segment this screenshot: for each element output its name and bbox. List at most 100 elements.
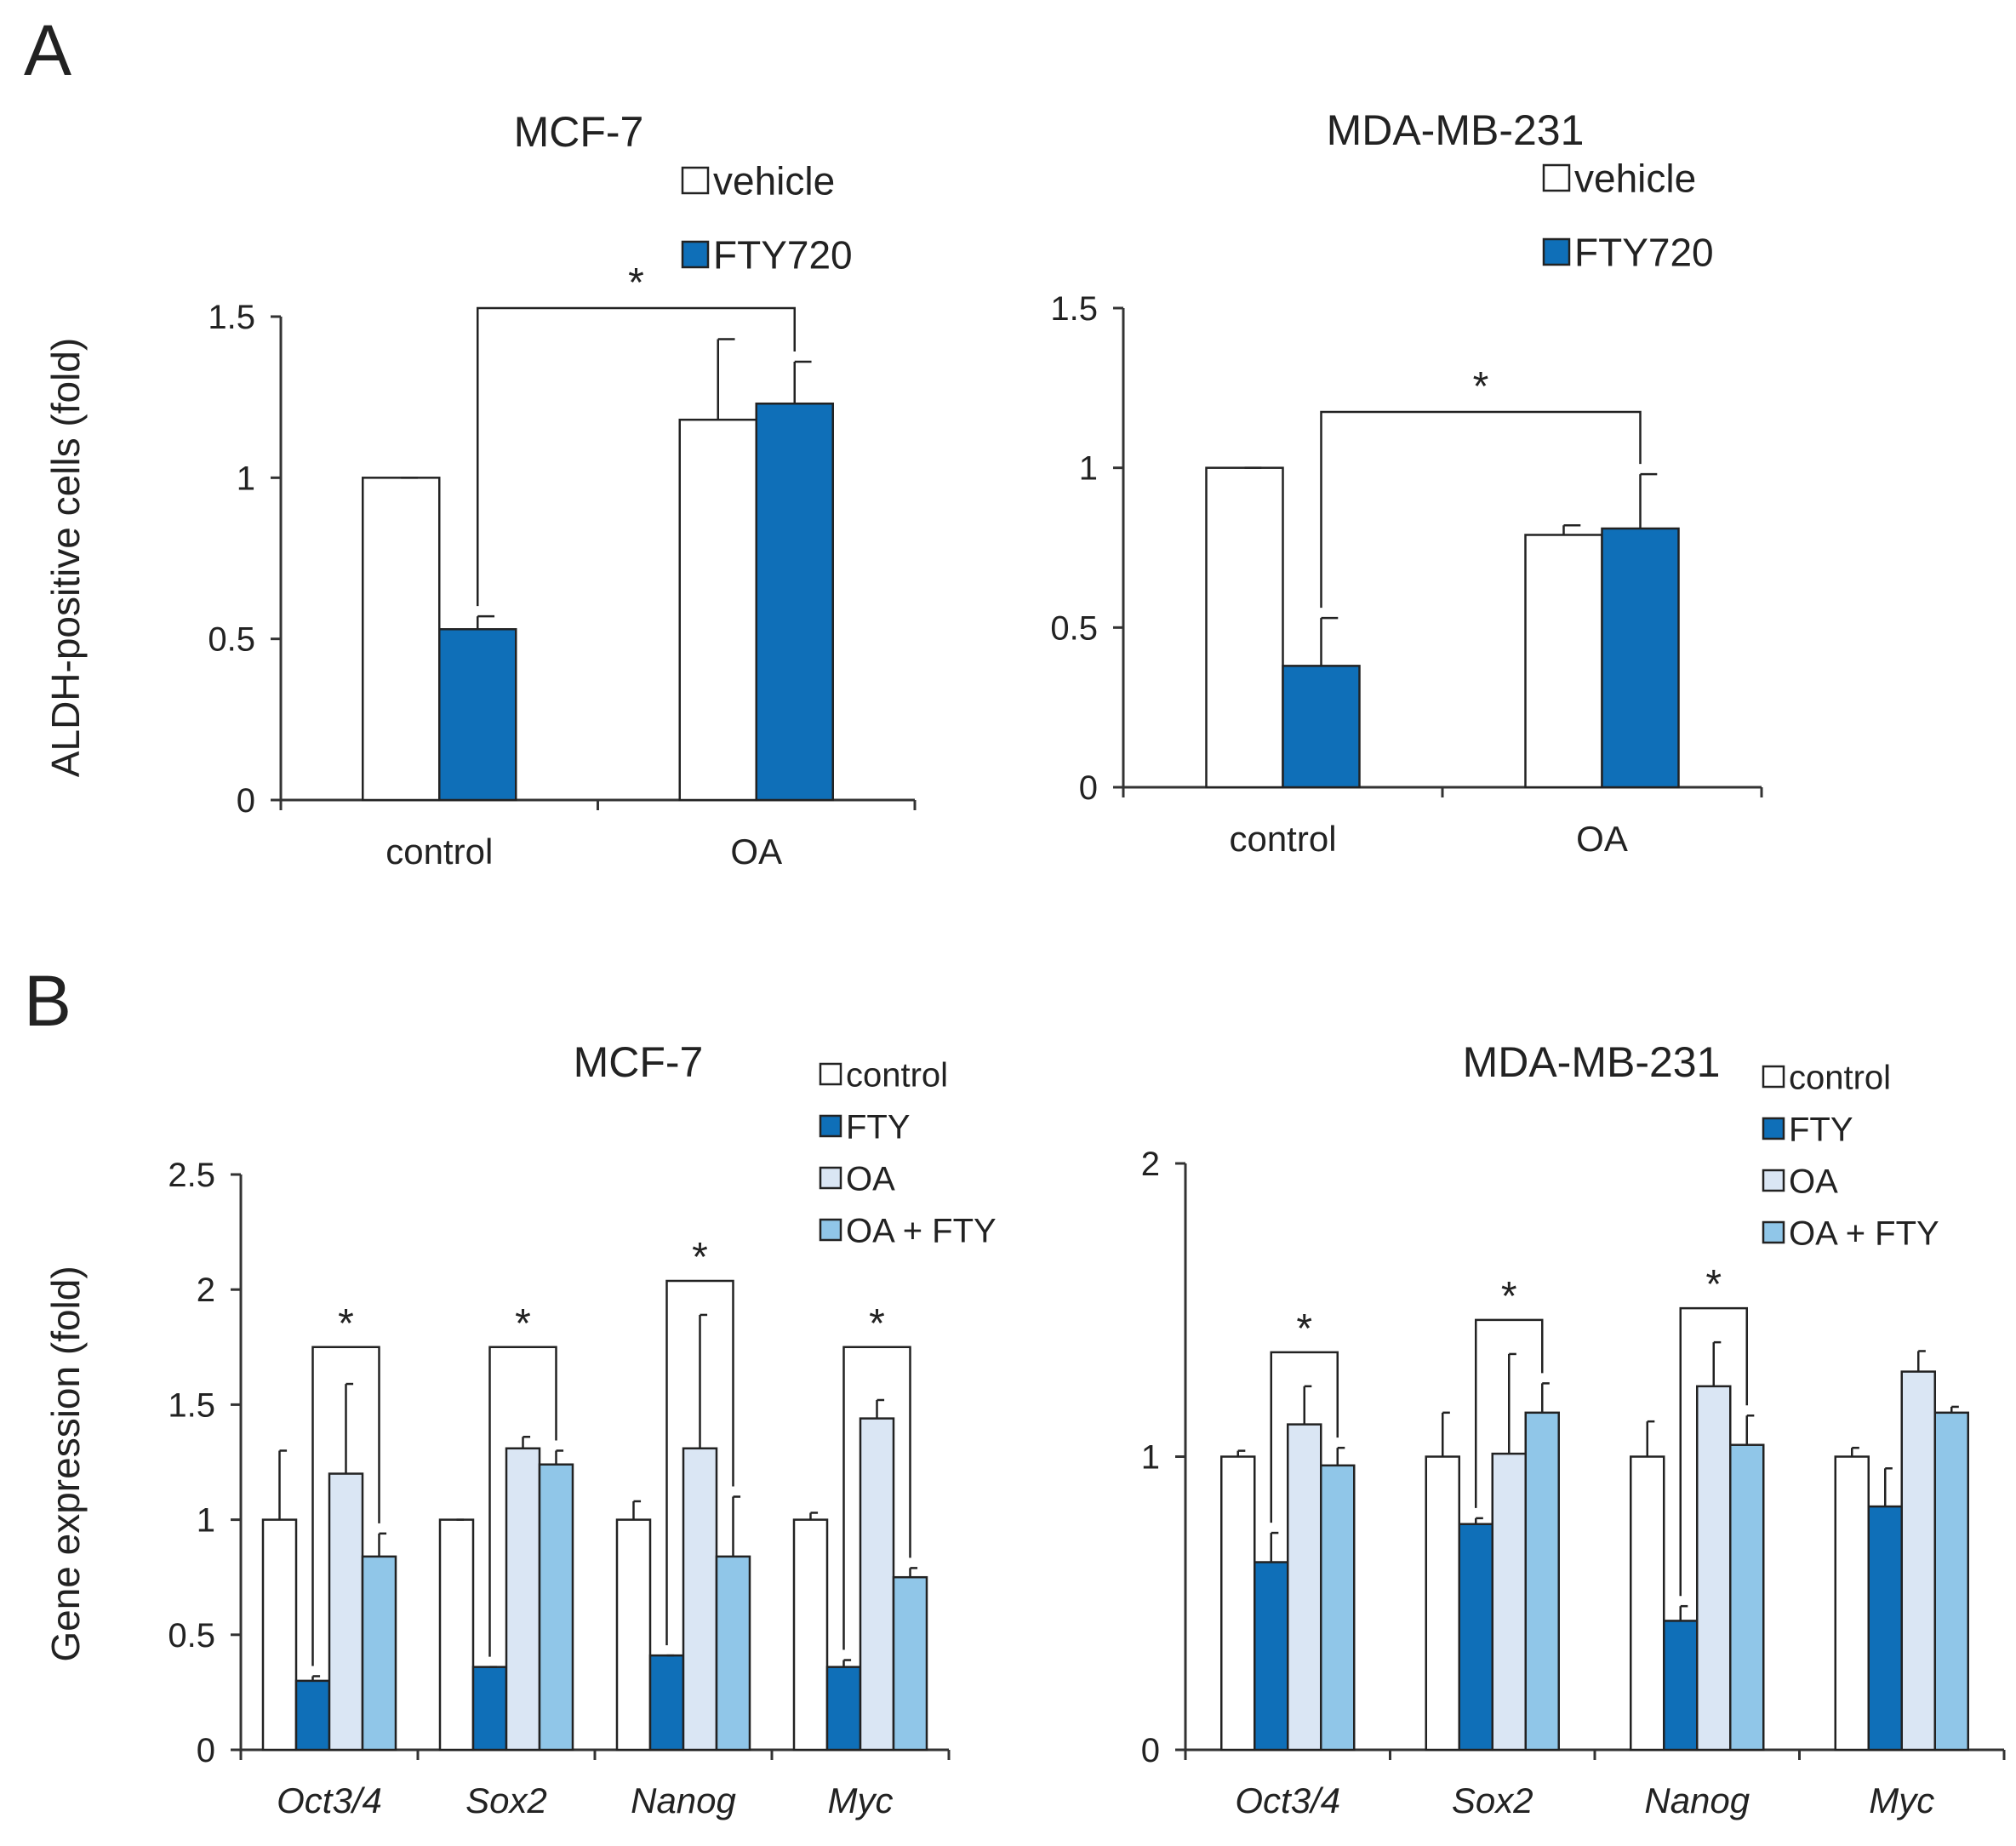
panel-label-b: B	[24, 961, 71, 1041]
chart-title: MCF-7	[514, 108, 644, 156]
bar-oa	[1900, 1370, 1936, 1752]
legend-label: FTY720	[1574, 231, 1714, 275]
legend-swatch	[681, 166, 710, 195]
legend-label: FTY	[1789, 1111, 1853, 1148]
bar-oa	[1287, 1423, 1322, 1752]
bar-oa	[859, 1417, 895, 1752]
bar-control	[261, 1518, 298, 1752]
x-category-label: Nanog	[1644, 1780, 1750, 1820]
x-category-label: Sox2	[1452, 1780, 1533, 1820]
bar-fty	[294, 1679, 331, 1752]
bar-fty	[1254, 1561, 1289, 1752]
bar-vehicle	[362, 477, 441, 802]
bar-oa-fty	[715, 1555, 751, 1752]
x-category-label: Sox2	[465, 1780, 547, 1820]
bar-oa-fty	[538, 1463, 574, 1752]
legend-label: OA + FTY	[1789, 1214, 1939, 1252]
charts-layer: MCF-7 0 0.5 1 1.5 control OA * vehicle FTY720 ALDH…	[43, 106, 2006, 1820]
y-tick-label: 2	[197, 1272, 215, 1309]
legend-swatch	[819, 1062, 842, 1086]
bar-oa-fty	[1729, 1443, 1765, 1752]
legend-label: FTY	[846, 1108, 911, 1146]
legend-swatch	[1542, 163, 1571, 192]
bar-control	[1630, 1455, 1665, 1752]
significance-star: *	[515, 1301, 531, 1346]
legend-label: OA	[1789, 1163, 1838, 1200]
bar-oa	[328, 1472, 364, 1752]
chart-title: MDA-MB-231	[1327, 106, 1585, 154]
legend-swatch	[1762, 1220, 1785, 1244]
bar-oa-fty	[361, 1555, 397, 1752]
bar-oa-fty	[1320, 1464, 1356, 1752]
legend-label: OA	[846, 1160, 895, 1197]
x-category-label: Oct3/4	[277, 1780, 382, 1820]
bar-fty	[1458, 1523, 1493, 1752]
bar-vehicle	[1205, 466, 1284, 789]
x-category-label: Oct3/4	[1235, 1780, 1340, 1820]
x-category-label: OA	[730, 832, 782, 872]
significance-star: *	[1296, 1306, 1312, 1352]
legend-label: vehicle	[713, 159, 835, 203]
legend-swatch	[819, 1166, 842, 1190]
x-category-label: Nanog	[631, 1780, 736, 1820]
bar-fty720	[1601, 527, 1680, 789]
significance-star: *	[692, 1235, 708, 1280]
significance-bracket	[1679, 1306, 1748, 1597]
significance-bracket	[1270, 1351, 1339, 1523]
x-category-label: Myc	[1869, 1780, 1934, 1820]
chart-a-mda: MDA-MB-231 0 0.5 1 1.5 control OA * vehicle FTY72…	[1050, 106, 1763, 859]
bar-control	[615, 1518, 652, 1752]
chart-title: MDA-MB-231	[1463, 1038, 1721, 1086]
y-tick-label: 1.5	[168, 1386, 215, 1424]
bar-oa	[1491, 1452, 1527, 1752]
significance-bracket	[1320, 410, 1642, 609]
bar-fty720	[1282, 665, 1361, 789]
y-tick-label: 2	[1141, 1146, 1160, 1183]
significance-bracket	[311, 1346, 380, 1666]
significance-star: *	[1473, 364, 1489, 409]
bar-oa-fty	[1933, 1411, 1969, 1752]
x-category-label: Myc	[828, 1780, 894, 1820]
x-category-label: control	[1229, 819, 1336, 859]
bar-fty	[648, 1654, 685, 1752]
significance-bracket	[665, 1279, 734, 1646]
bar-vehicle	[678, 418, 757, 802]
bar-oa-fty	[1524, 1411, 1560, 1752]
bar-fty	[1663, 1620, 1699, 1752]
y-tick-label: 0	[1141, 1732, 1160, 1769]
legend-label: vehicle	[1574, 157, 1696, 201]
legend-swatch	[819, 1218, 842, 1242]
y-axis-label: Gene expression (fold)	[43, 1266, 88, 1661]
significance-star: *	[1705, 1262, 1722, 1307]
bar-control	[1834, 1455, 1870, 1752]
legend-label: OA + FTY	[846, 1212, 997, 1249]
legend-swatch	[1762, 1065, 1785, 1089]
significance-bracket	[1475, 1318, 1544, 1508]
y-tick-label: 1	[197, 1502, 215, 1540]
bar-oa	[1696, 1385, 1732, 1752]
legend-label: control	[1789, 1059, 1891, 1096]
y-tick-label: 0	[237, 782, 255, 820]
bar-fty	[825, 1666, 862, 1752]
bar-oa	[505, 1447, 541, 1752]
y-tick-label: 0.5	[1050, 609, 1098, 647]
panel-label-a: A	[24, 10, 71, 90]
y-tick-label: 1	[1141, 1439, 1160, 1477]
significance-bracket	[477, 306, 796, 607]
y-axis-label: ALDH-positive cells (fold)	[43, 338, 88, 777]
bar-control	[1425, 1455, 1460, 1752]
significance-star: *	[338, 1301, 354, 1346]
bar-vehicle	[1524, 534, 1603, 789]
bar-oa	[682, 1447, 718, 1752]
y-tick-label: 0	[197, 1732, 215, 1769]
significance-star: *	[628, 260, 644, 306]
legend-swatch	[1762, 1117, 1785, 1140]
y-tick-label: 1	[1079, 450, 1098, 488]
y-tick-label: 0	[1079, 769, 1098, 807]
bar-fty	[471, 1666, 508, 1752]
significance-star: *	[869, 1301, 885, 1346]
bar-fty	[1867, 1505, 1903, 1752]
bar-control	[1220, 1455, 1256, 1752]
x-category-label: OA	[1576, 819, 1628, 859]
significance-bracket	[842, 1346, 911, 1650]
